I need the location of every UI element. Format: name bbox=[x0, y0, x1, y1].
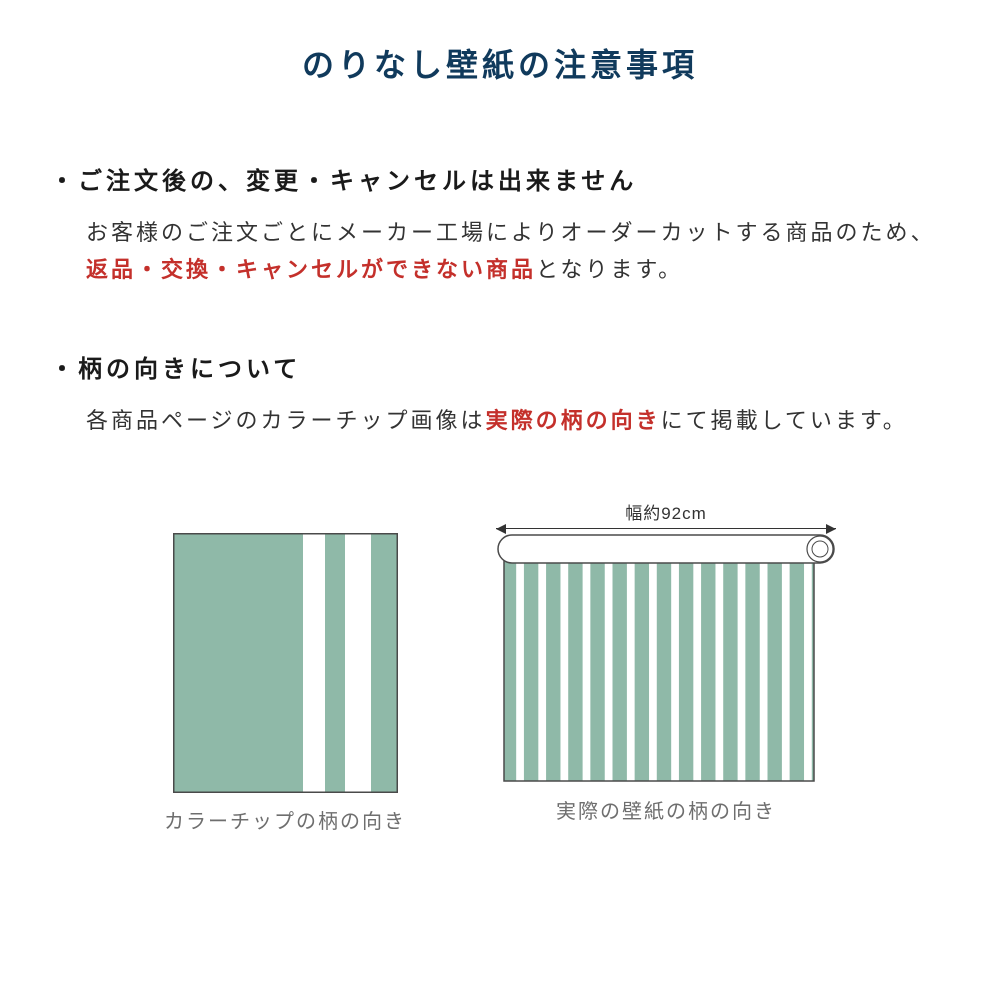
color-chip-swatch-icon bbox=[173, 533, 398, 793]
arrow-right-icon bbox=[666, 528, 836, 529]
arrow-left-icon bbox=[496, 528, 666, 529]
section-1: ・ご注文後の、変更・キャンセルは出来ません お客様のご注文ごとにメーカー工場によ… bbox=[50, 161, 950, 289]
page-title: のりなし壁紙の注意事項 bbox=[50, 40, 950, 86]
section-2: ・柄の向きについて 各商品ページのカラーチップ画像は実際の柄の向きにて掲載してい… bbox=[50, 349, 950, 439]
bullet: ・ bbox=[50, 168, 78, 195]
wallpaper-roll-caption: 実際の壁紙の柄の向き bbox=[556, 795, 776, 824]
heading-text: ご注文後の、変更・キャンセルは出来ません bbox=[78, 168, 637, 195]
body-highlight: 実際の柄の向き bbox=[486, 408, 661, 433]
bullet: ・ bbox=[50, 356, 78, 383]
section-2-heading: ・柄の向きについて bbox=[50, 349, 950, 384]
width-arrow bbox=[496, 528, 836, 529]
section-1-body: お客様のご注文ごとにメーカー工場によりオーダーカットする商品のため、返品・交換・… bbox=[50, 214, 950, 289]
body-highlight: 返品・交換・キャンセルができない商品 bbox=[86, 257, 536, 282]
body-after: となります。 bbox=[536, 257, 683, 282]
heading-text: 柄の向きについて bbox=[78, 356, 301, 383]
section-2-body: 各商品ページのカラーチップ画像は実際の柄の向きにて掲載しています。 bbox=[50, 402, 950, 439]
wallpaper-roll-icon bbox=[496, 533, 836, 783]
color-chip-caption: カラーチップの柄の向き bbox=[164, 805, 406, 834]
illustrations-row: カラーチップの柄の向き 幅約92cm 実際の壁紙の柄の向き bbox=[50, 499, 950, 834]
section-1-heading: ・ご注文後の、変更・キャンセルは出来ません bbox=[50, 161, 950, 196]
width-label: 幅約92cm bbox=[625, 499, 707, 524]
color-chip-block: カラーチップの柄の向き bbox=[164, 499, 406, 834]
body-after: にて掲載しています。 bbox=[661, 408, 908, 433]
body-before: お客様のご注文ごとにメーカー工場によりオーダーカットする商品のため、 bbox=[86, 220, 936, 245]
wallpaper-roll-block: 幅約92cm 実際の壁紙の柄の向き bbox=[496, 499, 836, 834]
body-before: 各商品ページのカラーチップ画像は bbox=[86, 408, 486, 433]
